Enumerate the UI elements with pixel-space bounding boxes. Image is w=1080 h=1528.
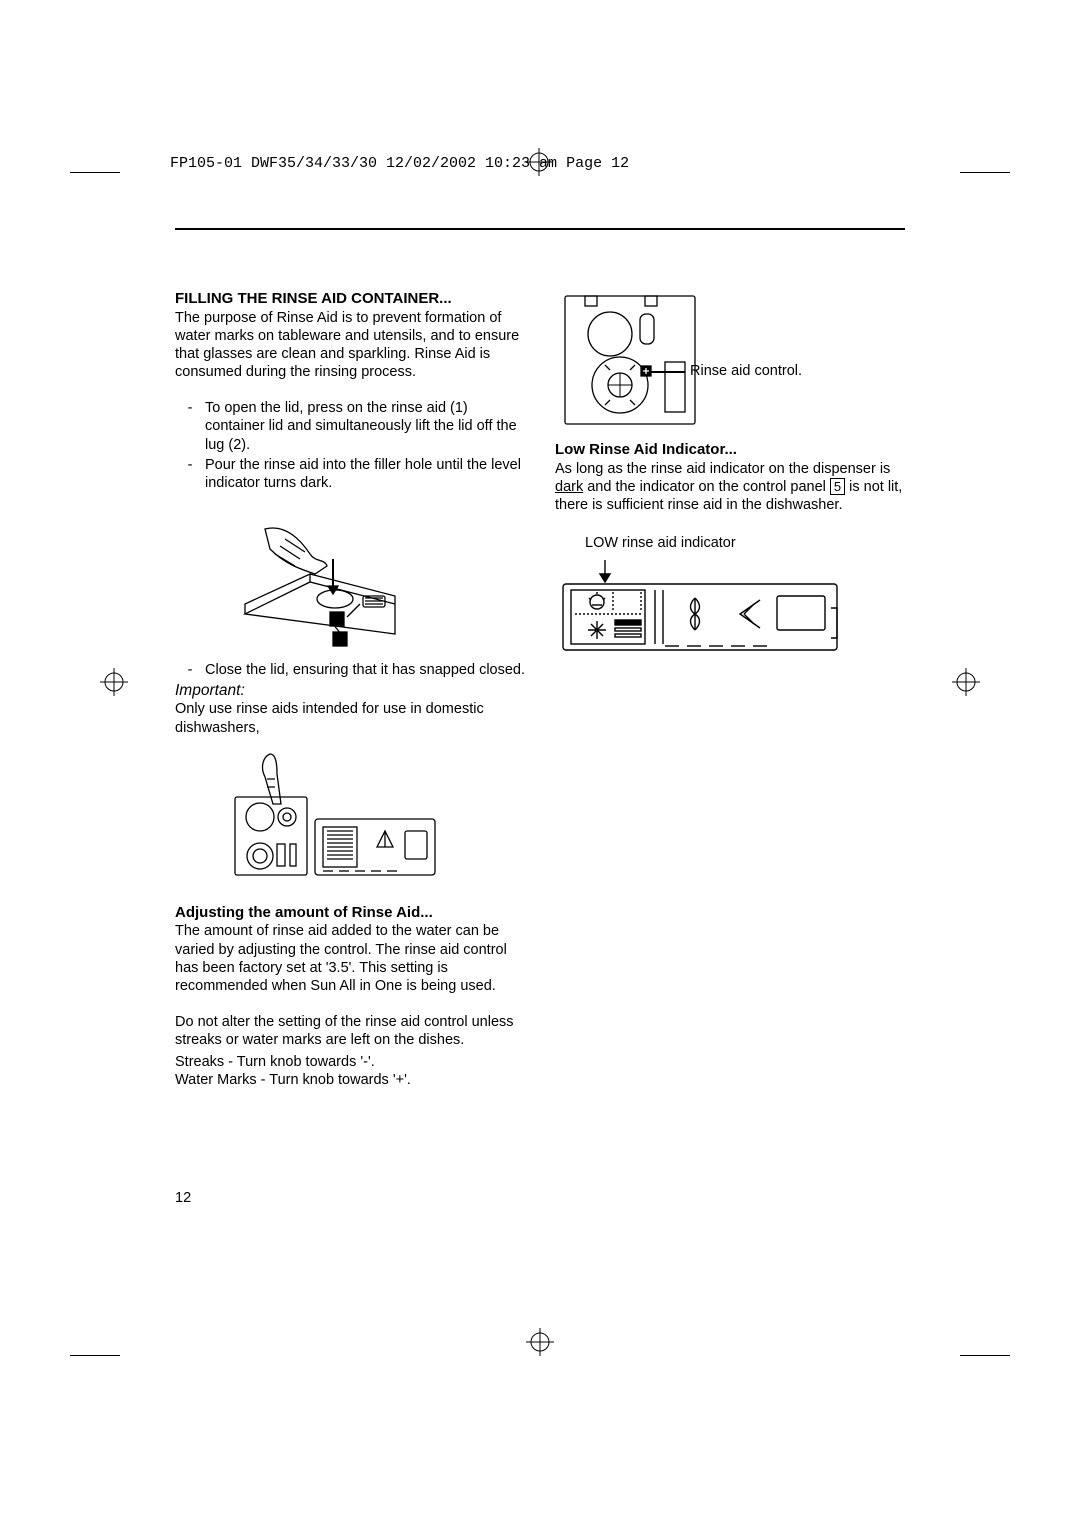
list-item: - To open the lid, press on the rinse ai… <box>175 399 525 453</box>
crop-mark <box>70 1355 120 1356</box>
figure-rinse-control: Rinse aid control. <box>555 290 905 435</box>
adjust-streaks: Streaks - Turn knob towards '-'. <box>175 1053 525 1071</box>
rinse-control-label: Rinse aid control. <box>690 362 802 380</box>
important-text: Only use rinse aids intended for use in … <box>175 700 525 736</box>
text: and the indicator on the control panel <box>583 479 830 495</box>
content-area: FILLING THE RINSE AID CONTAINER... The p… <box>175 290 905 1089</box>
heading-low-indicator: Low Rinse Aid Indicator... <box>555 441 905 460</box>
registration-mark <box>526 1328 554 1356</box>
registration-mark <box>100 668 128 696</box>
text-dark: dark <box>555 479 583 495</box>
crop-mark <box>70 172 120 173</box>
svg-text:1: 1 <box>334 614 340 626</box>
list-dash: - <box>175 661 205 679</box>
panel-number: 5 <box>830 478 845 495</box>
header-slug: FP105-01 DWF35/34/33/30 12/02/2002 10:23… <box>170 155 629 172</box>
heading-adjusting: Adjusting the amount of Rinse Aid... <box>175 904 525 923</box>
list-text: To open the lid, press on the rinse aid … <box>205 399 525 453</box>
horizontal-rule <box>175 228 905 230</box>
text: As long as the rinse aid indicator on th… <box>555 461 890 477</box>
list-text: Close the lid, ensuring that it has snap… <box>205 661 525 679</box>
crop-mark <box>960 1355 1010 1356</box>
heading-filling: FILLING THE RINSE AID CONTAINER... <box>175 290 525 309</box>
figure-low-indicator <box>555 558 905 663</box>
list-text: Pour the rinse aid into the filler hole … <box>205 456 525 492</box>
list-dash: - <box>175 399 205 453</box>
svg-text:2: 2 <box>337 634 343 646</box>
registration-mark <box>525 148 553 181</box>
left-column: FILLING THE RINSE AID CONTAINER... The p… <box>175 290 525 1089</box>
important-label: Important: <box>175 681 525 700</box>
adjust-p2: Do not alter the setting of the rinse ai… <box>175 1013 525 1049</box>
registration-mark <box>952 668 980 696</box>
page-number: 12 <box>175 1190 191 1206</box>
list-dash: - <box>175 456 205 492</box>
crop-mark <box>960 172 1010 173</box>
adjust-water: Water Marks - Turn knob towards '+'. <box>175 1071 525 1089</box>
intro-paragraph: The purpose of Rinse Aid is to prevent f… <box>175 309 525 382</box>
figure-dispenser-panel <box>215 749 525 884</box>
list-item: - Pour the rinse aid into the filler hol… <box>175 456 525 492</box>
low-indicator-label: LOW rinse aid indicator <box>585 534 905 552</box>
figure-press-lid: 1 2 <box>215 504 525 649</box>
list-item: - Close the lid, ensuring that it has sn… <box>175 661 525 679</box>
adjust-p1: The amount of rinse aid added to the wat… <box>175 922 525 995</box>
right-column: Rinse aid control. Low Rinse Aid Indicat… <box>555 290 905 1089</box>
low-indicator-paragraph: As long as the rinse aid indicator on th… <box>555 460 905 514</box>
